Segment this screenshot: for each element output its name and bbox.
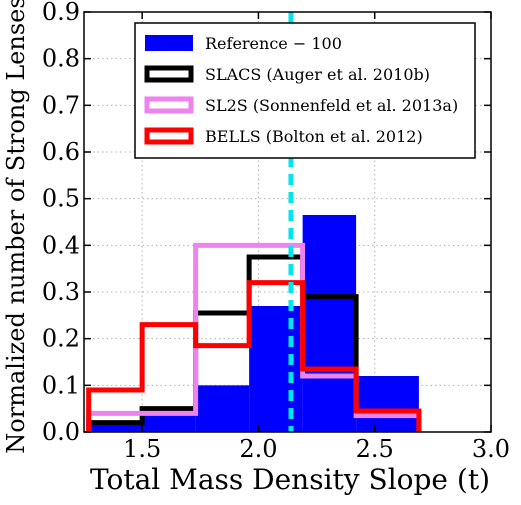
y-tick-label: 0.5 [42,185,80,213]
axes [83,11,492,433]
x-tick-label: 1.5 [123,435,161,463]
tick-labels: 1.5 2.0 2.5 3.0 0.0 0.1 0.2 0.3 0.4 0.5 0.6 0.7 0.8 0… [42,0,510,463]
filled-series [88,215,419,432]
x-axis-title: Total Mass Density Slope (t) [90,463,490,496]
x-tick-label: 2.0 [239,435,277,463]
histogram-bar [356,376,419,432]
legend-swatch [144,96,194,114]
legend-swatch [144,127,194,145]
legend-swatch [145,35,193,51]
step-series [86,242,422,432]
y-axis-title: Normalized number of Strong Lenses [2,0,30,454]
histogram-bar [142,413,196,432]
histogram-bar [249,306,303,432]
x-tick-label: 2.5 [356,435,394,463]
legend-label: BELLS (Bolton et al. 2012) [205,127,423,146]
y-tick-label: 0.0 [42,418,80,446]
histogram-bar [88,422,143,432]
y-tick-label: 0.2 [42,325,80,353]
legend-label: SLACS (Auger et al. 2010b) [205,65,430,84]
y-tick-label: 0.9 [42,0,80,26]
legend-swatch [144,65,194,83]
plot-frame [83,11,492,433]
histogram-bar [195,385,250,432]
y-tick-label: 0.7 [42,91,80,119]
y-tick-label: 0.1 [42,371,80,399]
legend-label: SL2S (Sonnenfeld et al. 2013a) [205,96,458,115]
y-tick-label: 0.8 [42,45,80,73]
histogram-bar [302,215,357,432]
step-line-series-2 [86,242,422,432]
y-tick-label: 0.3 [42,278,80,306]
legend-label: Reference − 100 [205,34,342,53]
step-line-series-3 [86,280,422,432]
legend: Reference − 100 SLACS (Auger et al. 2010b… [134,22,476,159]
y-tick-label: 0.6 [42,138,80,166]
y-tick-label: 0.4 [42,231,80,259]
x-tick-label: 3.0 [472,435,510,463]
